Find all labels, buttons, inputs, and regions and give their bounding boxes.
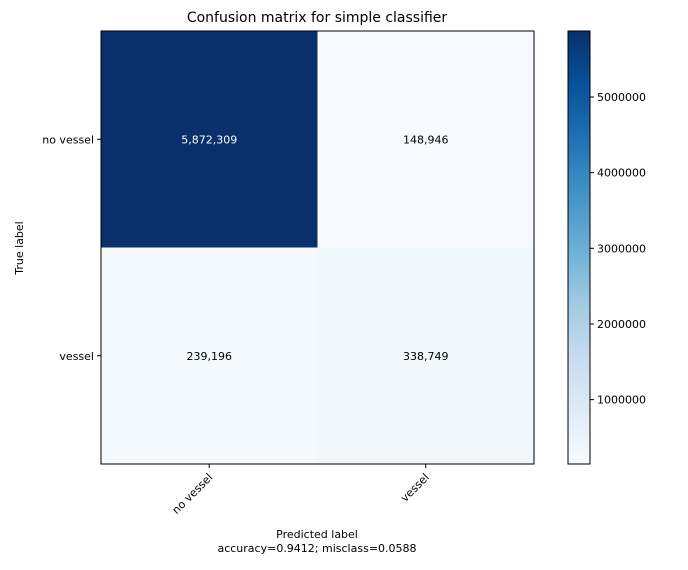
chart-title: Confusion matrix for simple classifier <box>187 10 448 26</box>
heatmap-cell <box>101 31 318 248</box>
plot-frame <box>100 30 535 465</box>
cell-value-label: 5,872,309 <box>181 133 237 146</box>
colorbar-tick-label: 2000000 <box>597 318 646 331</box>
x-axis-label: Predicted label <box>276 528 358 541</box>
y-axis-label: True label <box>13 221 26 275</box>
x-tick-label: no vessel <box>170 471 216 517</box>
cell-value-label: 338,749 <box>403 350 449 363</box>
heatmap-cells <box>101 31 534 464</box>
colorbar <box>567 30 591 465</box>
colorbar-tick-label: 1000000 <box>597 394 646 407</box>
cell-value-label: 148,946 <box>403 133 449 146</box>
y-axis: no vessel vessel <box>42 133 101 363</box>
y-tick-label: no vessel <box>42 133 94 146</box>
colorbar-tick-label: 3000000 <box>597 242 646 255</box>
x-tick-label: vessel <box>398 471 432 505</box>
colorbar-axis: 1000000 2000000 3000000 4000000 5000000 <box>590 91 646 407</box>
heatmap-cell <box>317 31 534 248</box>
heatmap-cell <box>101 247 318 464</box>
colorbar-tick-label: 4000000 <box>597 167 646 180</box>
cell-value-label: 239,196 <box>187 350 233 363</box>
y-tick-label: vessel <box>59 350 94 363</box>
colorbar-tick-label: 5000000 <box>597 91 646 104</box>
heatmap-cell-labels: 5,872,309 148,946 239,196 338,749 <box>181 133 448 363</box>
heatmap-cell <box>317 247 534 464</box>
x-axis-metrics-note: accuracy=0.9412; misclass=0.0588 <box>217 542 416 555</box>
x-axis: no vessel vessel <box>170 464 432 517</box>
